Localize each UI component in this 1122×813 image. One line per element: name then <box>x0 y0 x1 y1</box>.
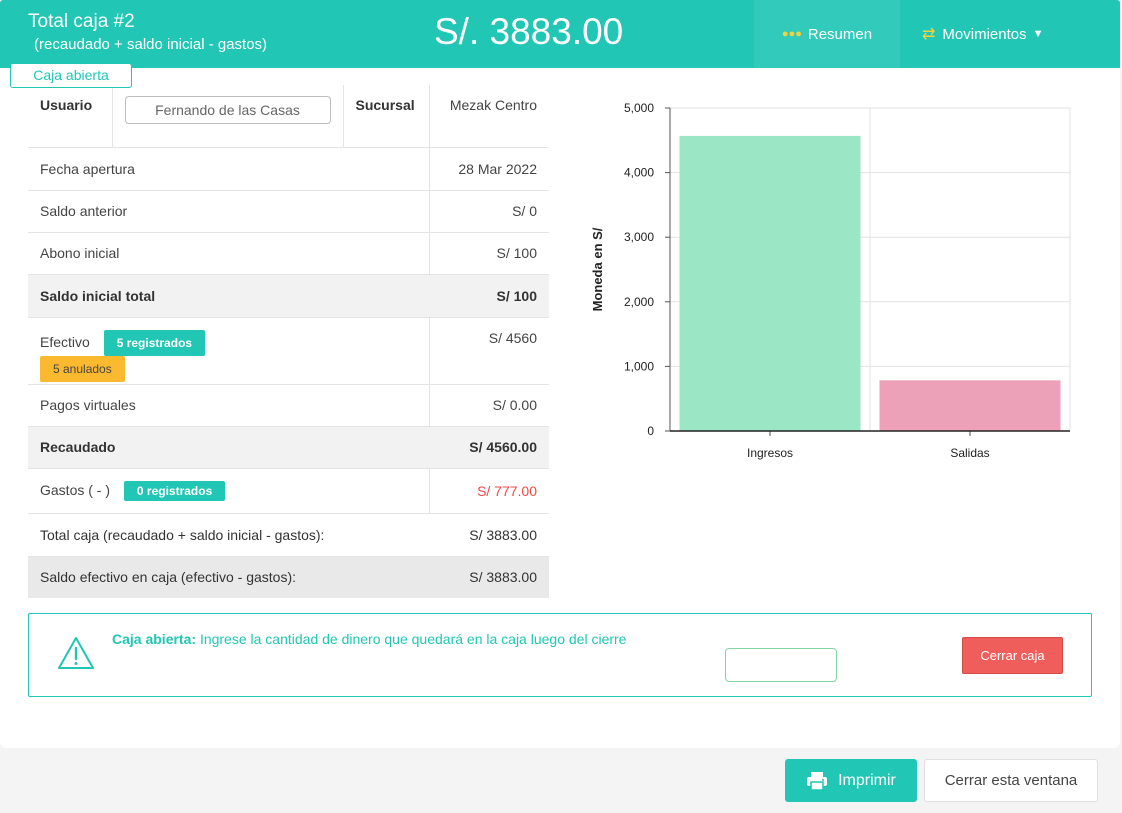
alert-body: Ingrese la cantidad de dinero que quedar… <box>199 631 627 647</box>
x-tick-label: Salidas <box>950 446 989 460</box>
bar-chart: 0 1,000 2,000 3,000 4,000 5,000 Ingresos Salida… <box>590 101 1071 460</box>
tab-resumen-label: Resumen <box>807 25 873 43</box>
registered-badge[interactable]: 5 registrados <box>103 329 206 356</box>
row-value: S/ 777.00 <box>428 468 549 514</box>
print-button-label: Imprimir <box>838 771 896 789</box>
y-axis-label: Moneda en S/ <box>590 227 605 311</box>
row-label: Saldo inicial total <box>28 274 429 318</box>
row-value: S/ 0 <box>428 190 549 233</box>
page-header: Total caja #2 (recaudado + saldo inicial… <box>0 0 1120 68</box>
closing-amount-input[interactable] <box>725 648 837 682</box>
page-title: Total caja #2 <box>28 11 135 32</box>
y-tick-label: 4,000 <box>624 166 654 180</box>
table-row: Abono inicial S/ 100 <box>28 232 549 275</box>
row-value: S/ 3883.00 <box>429 513 549 557</box>
warning-icon <box>58 637 94 669</box>
y-tick-label: 3,000 <box>624 230 654 244</box>
summary-table: Usuario Fernando de las Casas Sucursal M… <box>28 85 549 598</box>
row-value: S/ 100 <box>429 274 549 318</box>
alert-title: Caja abierta: <box>112 631 197 647</box>
row-label: Fecha apertura <box>28 147 429 191</box>
row-value: S/ 4560.00 <box>429 426 549 469</box>
table-row: Recaudado S/ 4560.00 <box>28 426 549 469</box>
row-label: Recaudado <box>28 426 429 469</box>
status-badge: Caja abierta <box>10 63 132 88</box>
print-button[interactable]: Imprimir <box>785 759 917 802</box>
table-row: Pagos virtuales S/ 0.00 <box>28 384 549 427</box>
row-label: Saldo anterior <box>28 190 429 233</box>
close-register-alert: Caja abierta: Ingrese la cantidad de din… <box>28 613 1092 697</box>
table-row: Saldo anterior S/ 0 <box>28 190 549 233</box>
dots-icon: ●●● <box>781 28 802 40</box>
table-row: Fecha apertura 28 Mar 2022 <box>28 147 549 191</box>
row-label: Efectivo <box>40 333 90 350</box>
tab-movimientos-label: Movimientos <box>942 25 1027 43</box>
row-label: Gastos ( - ) <box>40 481 111 498</box>
table-row: Efectivo 5 registrados 5 anulados S/ 456… <box>28 317 549 385</box>
row-label: Pagos virtuales <box>28 384 429 427</box>
table-row: Gastos ( - ) 0 registrados S/ 777.00 <box>28 468 549 514</box>
page-subtitle: (recaudado + saldo inicial - gastos) <box>34 36 268 53</box>
row-label: Saldo efectivo en caja (efectivo - gasto… <box>28 556 429 598</box>
close-window-button[interactable]: Cerrar esta ventana <box>924 759 1098 802</box>
y-tick-label: 5,000 <box>624 101 654 115</box>
row-value: S/ 4560 <box>428 317 549 385</box>
row-label: Abono inicial <box>28 232 429 275</box>
row-value: S/ 100 <box>428 232 549 275</box>
bar <box>879 380 1061 432</box>
y-tick-label: 0 <box>647 424 654 438</box>
x-tick-label: Ingresos <box>747 446 793 460</box>
row-label: Total caja (recaudado + saldo inicial - … <box>28 513 429 557</box>
table-row: Usuario Fernando de las Casas Sucursal M… <box>28 85 549 148</box>
row-value: S/ 3883.00 <box>429 556 549 598</box>
table-row: Saldo efectivo en caja (efectivo - gasto… <box>28 556 549 598</box>
row-value: 28 Mar 2022 <box>428 147 549 191</box>
registered-badge[interactable]: 0 registrados <box>123 480 226 501</box>
table-row: Total caja (recaudado + saldo inicial - … <box>28 513 549 557</box>
y-tick-label: 1,000 <box>624 359 654 373</box>
sucursal-label: Sucursal <box>342 85 430 148</box>
y-tick-label: 2,000 <box>624 295 654 309</box>
chevron-down-icon: ▼ <box>1032 28 1044 40</box>
bar <box>679 135 861 432</box>
close-register-button[interactable]: Cerrar caja <box>962 637 1063 674</box>
tab-movimientos[interactable]: ⇄ Movimientos ▼ <box>900 0 1084 68</box>
swap-arrows-icon: ⇄ <box>922 26 936 43</box>
total-amount: S/. 3883.00 <box>434 11 624 52</box>
usuario-label: Usuario <box>28 85 113 148</box>
table-row: Saldo inicial total S/ 100 <box>28 274 549 318</box>
printer-icon <box>807 771 828 791</box>
alert-message: Caja abierta: Ingrese la cantidad de din… <box>112 631 626 647</box>
tab-resumen[interactable]: ●●● Resumen <box>754 0 900 68</box>
usuario-field[interactable]: Fernando de las Casas <box>124 96 331 124</box>
cancelled-badge[interactable]: 5 anulados <box>40 355 125 382</box>
row-value: S/ 0.00 <box>428 384 549 427</box>
sucursal-value: Mezak Centro <box>429 85 549 148</box>
